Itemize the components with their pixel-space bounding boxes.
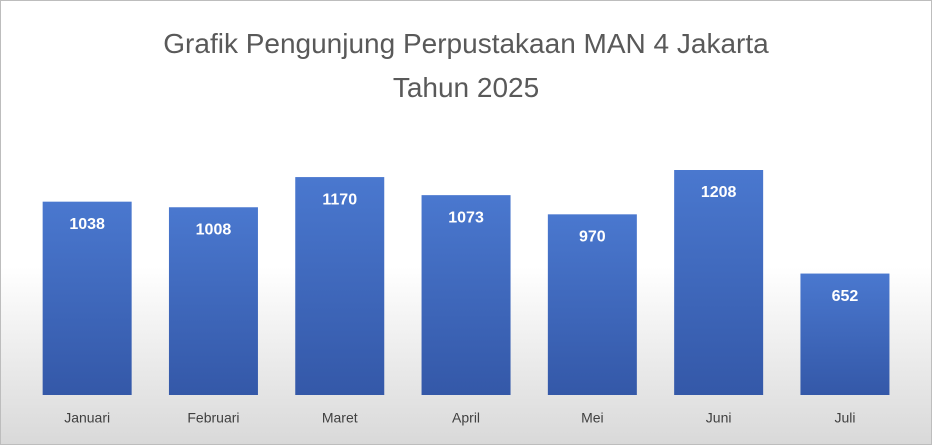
x-tick-label: Mei [581, 410, 604, 426]
bar [674, 170, 764, 395]
x-tick-label: Februari [187, 410, 239, 426]
bar [421, 195, 511, 395]
value-label: 1008 [196, 221, 232, 238]
x-tick-label: Juli [834, 410, 855, 426]
chart-title: Grafik Pengunjung Perpustakaan MAN 4 Jak… [163, 28, 769, 103]
x-tick-label: April [452, 410, 480, 426]
x-tick-label: Januari [64, 410, 110, 426]
bar [42, 201, 132, 395]
value-label: 1170 [322, 191, 357, 208]
bar [800, 273, 890, 395]
bar [168, 207, 258, 395]
x-tick-label: Juni [706, 410, 732, 426]
value-label: 1208 [701, 184, 737, 201]
value-label: 1038 [69, 216, 105, 233]
bar [295, 177, 385, 395]
value-label: 1073 [448, 209, 484, 226]
x-tick-label: Maret [322, 410, 358, 426]
value-label: 970 [579, 229, 606, 246]
bar [547, 214, 637, 395]
value-label: 652 [832, 288, 859, 305]
